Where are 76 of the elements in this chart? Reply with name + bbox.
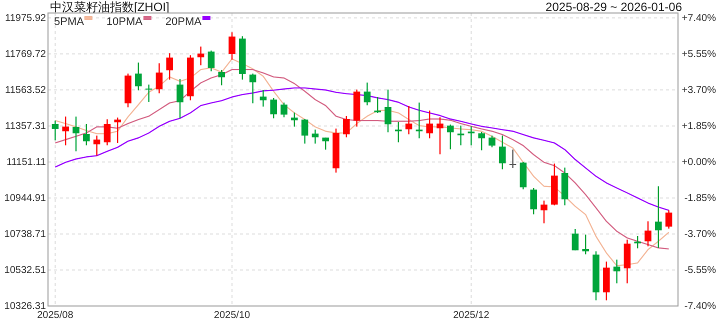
y-tick-label: 11357.31 <box>5 120 46 132</box>
y2-tick-label: -1.85% <box>684 192 716 204</box>
y-tick-label: 11151.11 <box>6 156 46 168</box>
candlestick <box>488 135 496 148</box>
y-tick-label: 11975.92 <box>5 12 46 24</box>
y2-tick-label: +0.00% <box>682 156 716 168</box>
candlestick <box>208 50 215 72</box>
candlestick <box>468 126 475 146</box>
candlestick <box>301 118 308 144</box>
y2-tick-label: -3.70% <box>684 228 716 240</box>
y-tick-label: 10326.31 <box>4 301 46 312</box>
candlestick <box>499 135 506 170</box>
candlestick <box>613 259 620 284</box>
candlestick <box>104 118 111 146</box>
candlestick <box>436 116 444 155</box>
y2-tick-label: +7.40% <box>682 12 716 24</box>
y2-tick-label: -5.55% <box>684 264 716 276</box>
candlestick <box>156 62 163 94</box>
candlestick <box>416 102 423 139</box>
candlestick <box>540 200 548 224</box>
candlestick <box>426 110 433 139</box>
candlestick <box>447 124 454 150</box>
y2-tick-label: -7.40% <box>684 301 716 312</box>
candlestick <box>83 123 90 146</box>
candlestick <box>582 234 589 255</box>
candlestick <box>52 120 59 141</box>
y2-tick-label: +5.55% <box>682 48 716 60</box>
candlestick <box>343 115 350 138</box>
candlestick <box>166 52 173 80</box>
candlestick <box>218 69 225 86</box>
legend-label: 10PMA <box>106 16 144 28</box>
candlestick <box>312 129 319 144</box>
y2-tick-label: +1.85% <box>682 120 716 132</box>
y-tick-label: 11769.72 <box>5 48 46 60</box>
candlestick <box>405 105 412 135</box>
candlestick <box>280 102 288 118</box>
candlestick <box>478 131 485 151</box>
candlestick <box>644 220 652 247</box>
y-tick-label: 10738.71 <box>4 228 46 240</box>
chart-subtitle: 2025-08-29 ~ 2026-01-06 <box>546 0 682 14</box>
line-series <box>54 87 670 211</box>
candlestick <box>572 228 579 251</box>
candlestick <box>665 210 672 230</box>
candlestick <box>509 149 516 169</box>
candlestick <box>228 32 236 60</box>
y2-tick-label: +3.70% <box>682 84 716 96</box>
candlestick <box>135 62 142 91</box>
candlestick <box>530 187 537 215</box>
candlestick <box>322 137 329 150</box>
candlestick <box>374 96 381 114</box>
candlestick <box>384 89 392 133</box>
candlestick <box>145 84 152 103</box>
y-tick-label: 10532.51 <box>4 264 46 276</box>
candlestick <box>291 112 298 128</box>
candlestick <box>634 235 641 249</box>
x-tick-label: 2025/12 <box>453 310 490 320</box>
x-tick-label: 2025/10 <box>214 310 251 320</box>
candlestick <box>114 117 121 144</box>
candlestick <box>249 73 256 104</box>
candlestick <box>270 97 277 119</box>
candlestick <box>93 135 100 156</box>
legend-label: 20PMA <box>165 16 202 28</box>
legend-label: 5PMA <box>54 16 85 28</box>
chart-title: 中汉菜籽油指数[ZHOI] <box>50 0 170 14</box>
y-tick-label: 10944.91 <box>4 192 46 204</box>
candlestick <box>395 121 402 143</box>
candlestick <box>62 116 69 146</box>
x-tick-label: 2025/08 <box>37 310 74 320</box>
candlestick <box>457 125 464 146</box>
candlestick <box>197 46 204 66</box>
candlestick <box>364 82 371 106</box>
candlestick <box>655 186 662 249</box>
candlestick <box>176 78 184 119</box>
y-tick-label: 11563.52 <box>5 84 46 96</box>
candlestick <box>260 89 267 108</box>
candlestick <box>72 116 80 152</box>
